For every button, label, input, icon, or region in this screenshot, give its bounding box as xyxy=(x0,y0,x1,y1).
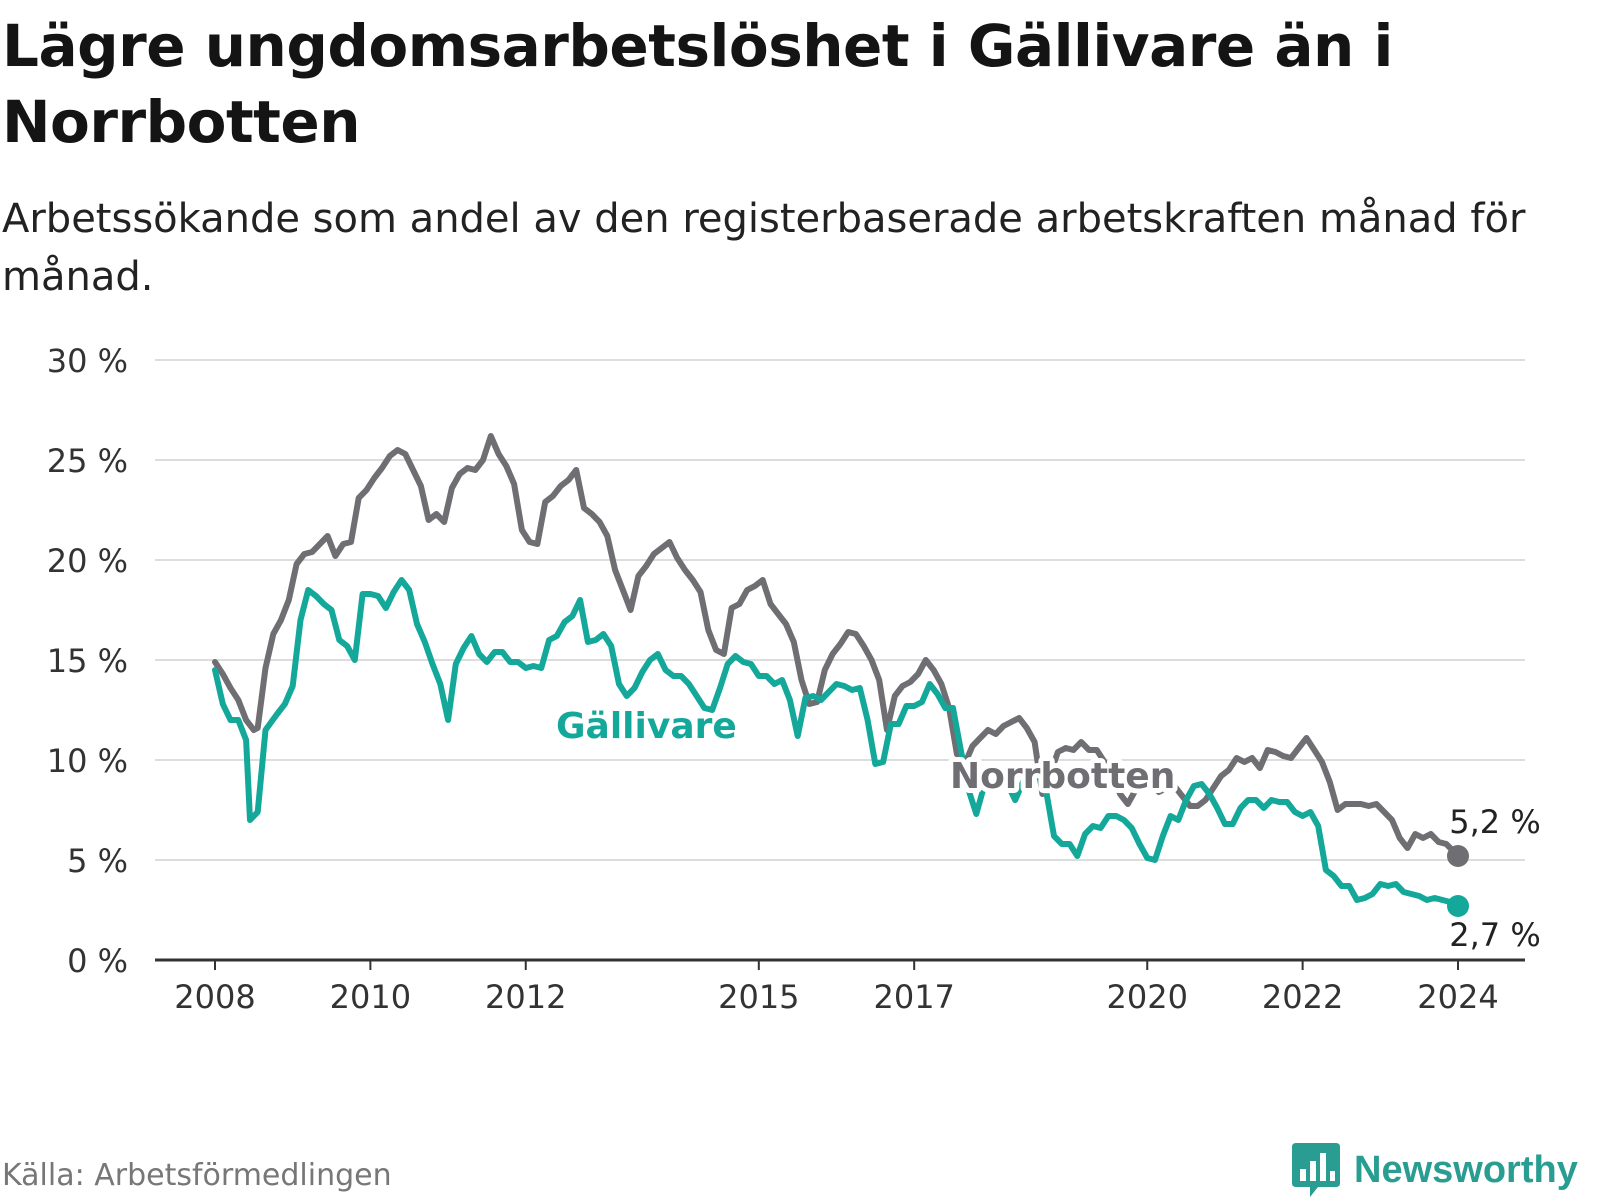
chart-subtitle: Arbetssökande som andel av den registerb… xyxy=(2,196,1526,300)
series-label-gallivare: Gällivare xyxy=(556,706,737,747)
series-line-gallivare xyxy=(212,577,1461,909)
x-tick-label: 2012 xyxy=(485,978,566,1016)
end-point-norrbotten xyxy=(1447,845,1469,867)
brand-logo: Newsworthy xyxy=(1290,1140,1578,1200)
source-note: Källa: Arbetsförmedlingen xyxy=(2,1158,392,1193)
y-tick-label: 25 % xyxy=(47,442,128,480)
chart-title: Lägre ungdomsarbetslöshet i Gällivare än… xyxy=(2,12,1393,156)
x-tick-label: 2015 xyxy=(718,978,799,1016)
end-label-gallivare: 2,7 % xyxy=(1449,916,1540,954)
y-tick-label: 5 % xyxy=(67,842,128,880)
brand-name: Newsworthy xyxy=(1354,1148,1578,1191)
x-tick-label: 2008 xyxy=(174,978,255,1016)
series-line-norrbotten xyxy=(212,433,1461,859)
x-tick-label: 2017 xyxy=(873,978,954,1016)
x-tick-label: 2010 xyxy=(330,978,411,1016)
series-label-norrbotten: Norrbotten xyxy=(950,756,1175,797)
x-tick-label: 2024 xyxy=(1417,978,1498,1016)
y-tick-label: 10 % xyxy=(47,742,128,780)
series-label-gallivare-halo: Gällivare xyxy=(556,706,737,747)
series-label-norrbotten-halo: Norrbotten xyxy=(950,756,1175,797)
y-tick-label: 30 % xyxy=(47,342,128,380)
y-tick-label: 20 % xyxy=(47,542,128,580)
end-point-gallivare xyxy=(1447,895,1469,917)
x-tick-label: 2022 xyxy=(1262,978,1343,1016)
newsworthy-logo-icon xyxy=(1292,1143,1340,1197)
y-tick-label: 0 % xyxy=(67,942,128,980)
x-tick-label: 2020 xyxy=(1107,978,1188,1016)
line-chart: 0 % 5 % 10 % 15 % 20 % 25 % 30 % 2008 2010 2012 20… xyxy=(47,342,1541,1016)
y-tick-label: 15 % xyxy=(47,642,128,680)
end-label-norrbotten: 5,2 % xyxy=(1449,803,1540,841)
